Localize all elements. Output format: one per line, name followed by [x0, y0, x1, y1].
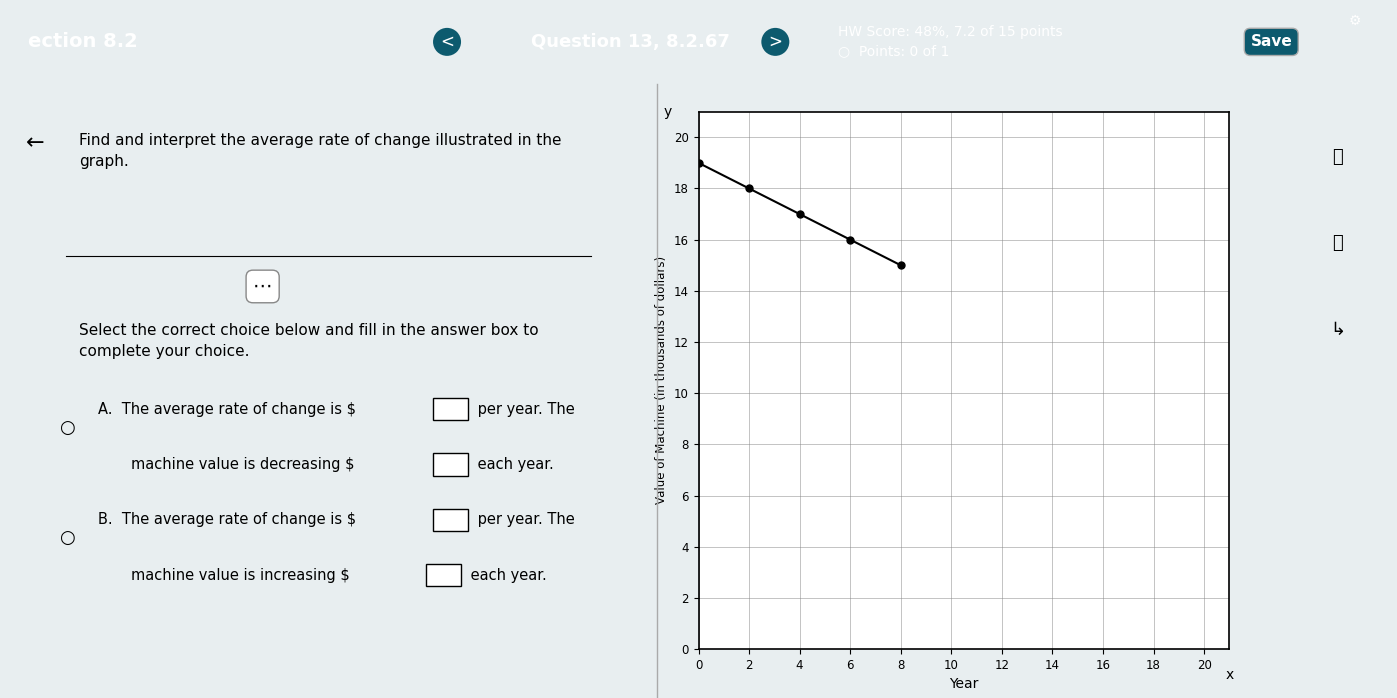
- Text: ○: ○: [59, 529, 75, 547]
- Text: Save: Save: [1250, 34, 1292, 50]
- Text: A.  The average rate of change is $: A. The average rate of change is $: [98, 402, 356, 417]
- Y-axis label: Value of Machine (in thousands of dollars): Value of Machine (in thousands of dollar…: [655, 256, 668, 505]
- Text: each year.: each year.: [467, 567, 548, 583]
- Text: Find and interpret the average rate of change illustrated in the
graph.: Find and interpret the average rate of c…: [78, 133, 562, 169]
- Text: machine value is increasing $: machine value is increasing $: [131, 567, 351, 583]
- Text: each year.: each year.: [472, 457, 553, 472]
- Text: ←: ←: [27, 133, 45, 153]
- Text: ○: ○: [59, 419, 75, 437]
- Text: <: <: [440, 33, 454, 51]
- Text: B.  The average rate of change is $: B. The average rate of change is $: [98, 512, 356, 528]
- Text: y: y: [664, 105, 672, 119]
- Text: machine value is decreasing $: machine value is decreasing $: [131, 457, 355, 472]
- Text: per year. The: per year. The: [472, 402, 574, 417]
- Text: ⋯: ⋯: [253, 277, 272, 296]
- Text: x: x: [1225, 668, 1234, 682]
- Text: Select the correct choice below and fill in the answer box to
complete your choi: Select the correct choice below and fill…: [78, 323, 538, 359]
- Text: 🔍: 🔍: [1333, 149, 1343, 166]
- X-axis label: Year: Year: [949, 678, 979, 692]
- Text: HW Score: 48%, 7.2 of 15 points
○  Points: 0 of 1: HW Score: 48%, 7.2 of 15 points ○ Points…: [838, 25, 1063, 59]
- Text: 🔍: 🔍: [1333, 235, 1343, 253]
- Text: Question 13, 8.2.67: Question 13, 8.2.67: [531, 33, 729, 51]
- Text: ection 8.2: ection 8.2: [28, 32, 138, 52]
- Text: ⚙: ⚙: [1350, 14, 1361, 28]
- Text: ↳: ↳: [1330, 320, 1345, 339]
- Text: per year. The: per year. The: [472, 512, 574, 528]
- Text: >: >: [768, 33, 782, 51]
